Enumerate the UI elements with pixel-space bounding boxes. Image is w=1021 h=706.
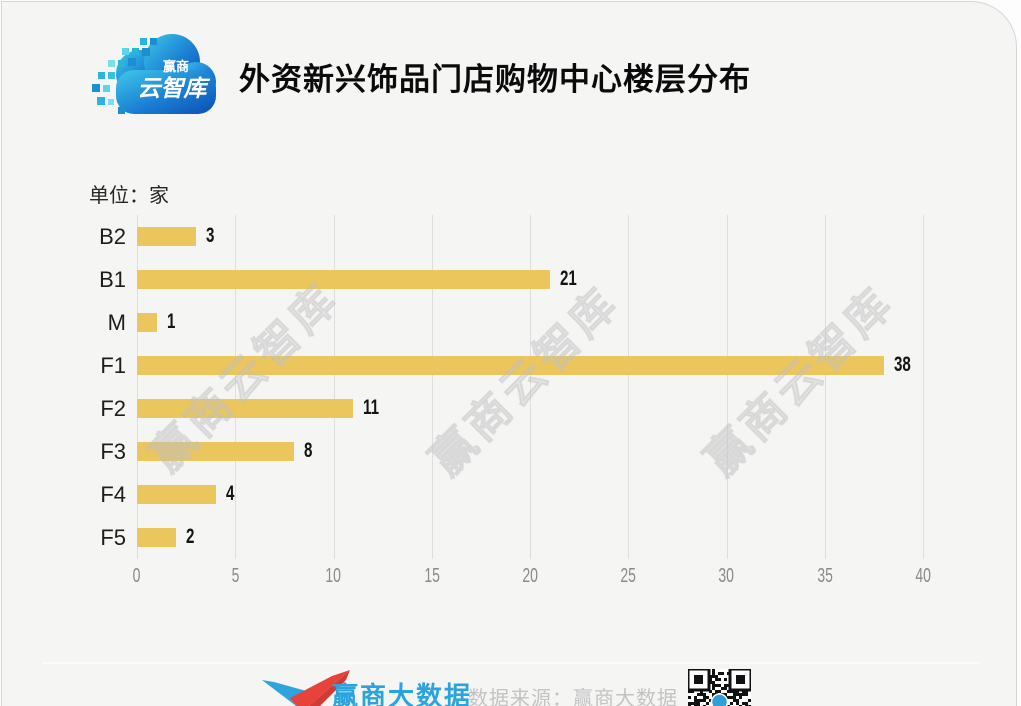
x-tick-label: 35	[816, 565, 833, 587]
x-tick-label: 10	[325, 565, 342, 587]
x-tick-label: 30	[718, 565, 735, 587]
logo-text-top: 赢商	[163, 59, 189, 74]
bar-chart-plot-area: 3 21 1 38 11 8 4 2	[137, 215, 924, 559]
grid-line	[824, 215, 826, 559]
x-tick-label: 40	[915, 565, 931, 587]
data-source-text: 数据来源：赢商大数据	[468, 688, 678, 706]
yingshang-cloud-logo-icon: 赢商 云智库	[88, 28, 216, 120]
bar	[137, 442, 295, 461]
bar-row: 3	[137, 215, 923, 258]
bar-value-label: 1	[166, 310, 176, 333]
x-tick-label: 25	[620, 565, 637, 587]
bar-value-label: 4	[225, 482, 235, 505]
grid-line	[137, 215, 138, 559]
x-tick-label: 20	[522, 565, 538, 587]
bar-value-label: 3	[205, 224, 215, 247]
footer-brand-name: 赢商大数据	[332, 681, 473, 706]
yingshang-bigdata-logo-icon	[254, 666, 354, 706]
category-label: F1	[100, 353, 126, 378]
category-label: F3	[100, 439, 126, 464]
bar-row: 38	[137, 344, 923, 387]
bar	[137, 485, 216, 504]
logo-text-bottom: 云智库	[138, 75, 211, 101]
bar-row: 1	[137, 301, 923, 344]
unit-label: 单位：家	[89, 185, 169, 207]
bar-value-label: 11	[363, 396, 380, 419]
x-tick-label: 15	[423, 565, 440, 587]
qr-code	[686, 667, 753, 706]
bar-row: 11	[137, 387, 923, 430]
bar-value-label: 2	[186, 525, 195, 548]
x-axis: 0 5 10 15 20 25 30 35 40	[2, 565, 1021, 595]
grid-line	[726, 215, 728, 559]
bar	[137, 227, 196, 246]
bar-row: 21	[137, 258, 923, 301]
category-label: F5	[100, 525, 126, 550]
grid-line	[333, 215, 335, 559]
bar	[137, 399, 354, 418]
category-label: B2	[99, 224, 126, 249]
grid-line	[628, 215, 630, 559]
bar-value-label: 21	[559, 267, 577, 290]
bar	[137, 528, 177, 547]
category-axis: B2 B1 M F1 F2 F3 F4 F5	[60, 215, 126, 559]
page-title: 外资新兴饰品门店购物中心楼层分布	[239, 62, 751, 97]
grid-line	[235, 215, 237, 559]
footer-divider	[42, 662, 980, 664]
x-tick-label: 0	[133, 565, 141, 587]
category-label: F4	[100, 482, 126, 507]
category-label: M	[107, 310, 126, 335]
bar	[137, 313, 157, 332]
category-label: B1	[99, 267, 126, 292]
category-label: F2	[100, 396, 126, 421]
bar-row: 8	[137, 430, 923, 473]
bar	[137, 356, 884, 375]
bar	[137, 270, 550, 289]
grid-line	[530, 215, 531, 559]
bar-row: 4	[137, 473, 923, 516]
bar-value-label: 8	[304, 439, 313, 462]
logo-pixel-dots	[92, 38, 157, 114]
grid-line	[923, 215, 924, 559]
x-tick-label: 5	[231, 565, 240, 587]
grid-line	[431, 215, 433, 559]
bar-value-label: 38	[893, 353, 911, 376]
bar-row: 2	[137, 516, 923, 559]
